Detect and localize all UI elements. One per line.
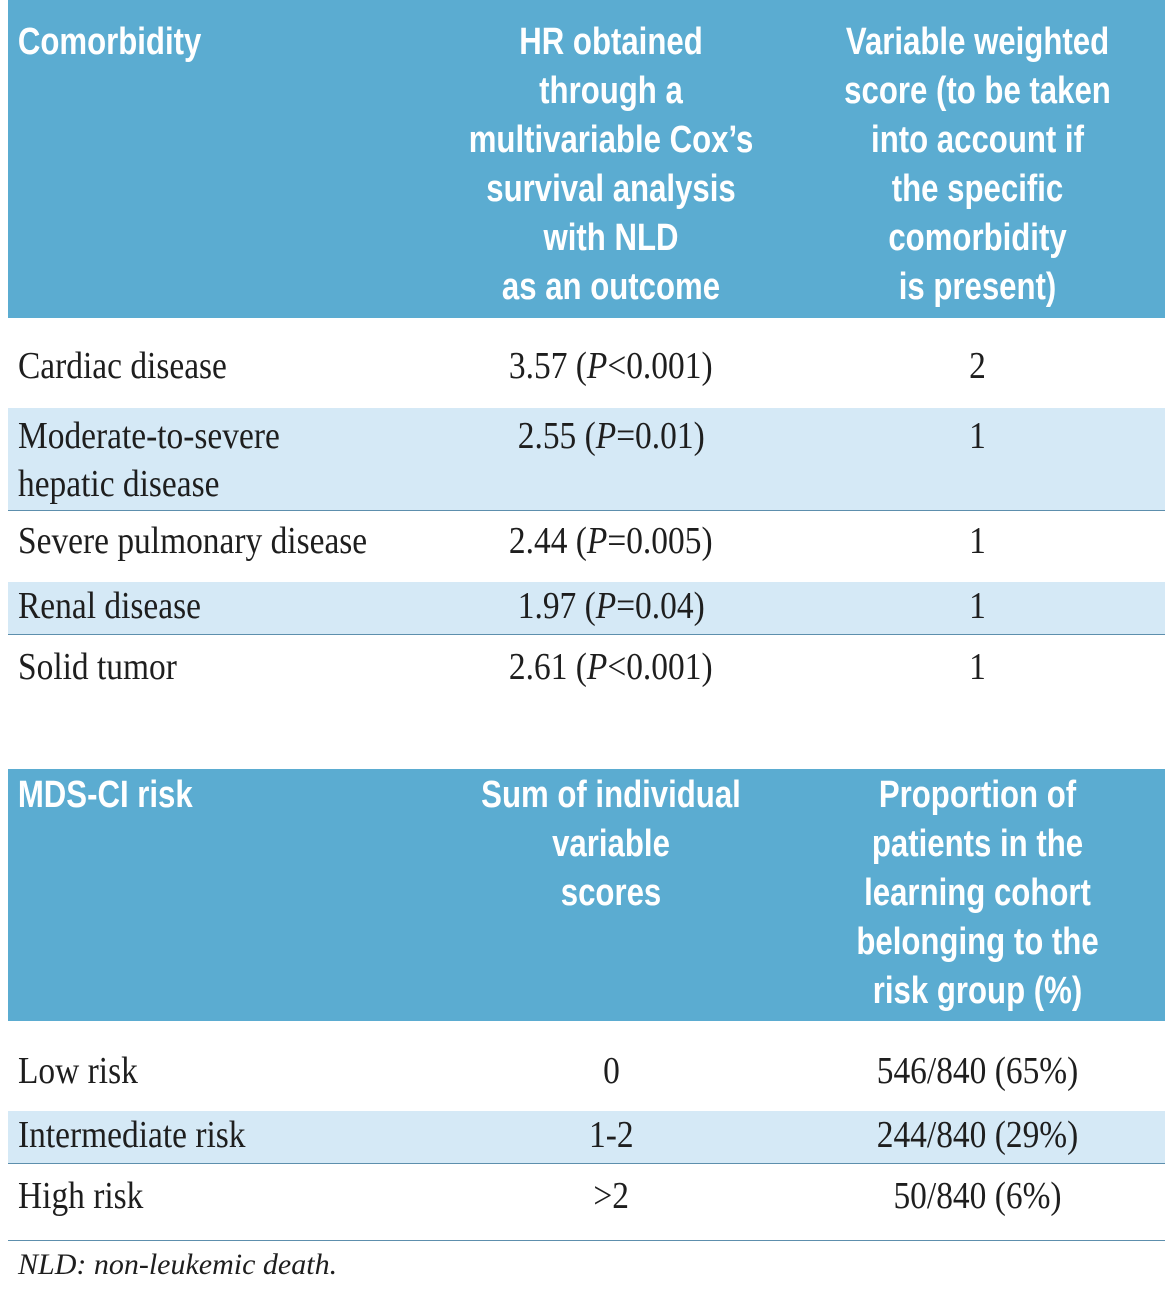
- row-comorbidity-name: Moderate-to-severe hepatic disease: [18, 415, 280, 505]
- table-row: Low risk 0 546/840 (65%): [8, 1021, 1165, 1111]
- mds-ci-risk-table: MDS-CI risk Sum of individual variable s…: [8, 769, 1165, 1239]
- row-comorbidity-name: Cardiac disease: [18, 345, 227, 387]
- table-row: High risk >2 50/840 (6%): [8, 1162, 1165, 1239]
- row-hr-value: 2.55 (P=0.01): [517, 415, 705, 457]
- header-weighted-score: Variable weighted score (to be taken int…: [844, 21, 1111, 308]
- row-hr-value: 2.61 (P<0.001): [509, 645, 713, 688]
- row-sum-value: >2: [593, 1174, 629, 1217]
- row-hr-value: 2.44 (P=0.005): [509, 519, 713, 562]
- table-row: Renal disease 1.97 (P=0.04) 1: [8, 582, 1165, 634]
- row-proportion-value: 50/840 (6%): [893, 1174, 1062, 1217]
- footnote-divider: [8, 1240, 1165, 1241]
- table-row: Cardiac disease 3.57 (P<0.001) 2: [8, 318, 1165, 408]
- table-row: Intermediate risk 1-2 244/840 (29%): [8, 1111, 1165, 1163]
- row-score-value: 1: [969, 519, 986, 562]
- footnote: NLD: non-leukemic death.: [18, 1248, 338, 1281]
- comorbidity-table: Comorbidity HR obtained through a multiv…: [8, 0, 1165, 700]
- table-row: Severe pulmonary disease 2.44 (P=0.005) …: [8, 509, 1165, 582]
- row-comorbidity-name: Renal disease: [18, 585, 201, 627]
- row-hr-value: 3.57 (P<0.001): [509, 345, 713, 387]
- row-risk-name: High risk: [18, 1174, 144, 1217]
- row-sum-value: 0: [602, 1050, 620, 1092]
- row-score-value: 2: [969, 345, 986, 387]
- header-sum-scores: Sum of individual variable scores: [481, 774, 741, 914]
- row-score-value: 1: [969, 585, 986, 627]
- table-row: Moderate-to-severe hepatic disease 2.55 (…: [8, 408, 1165, 510]
- mds-ci-risk-table-header: MDS-CI risk Sum of individual variable s…: [8, 769, 1165, 1021]
- comorbidity-table-header: Comorbidity HR obtained through a multiv…: [8, 0, 1165, 318]
- row-score-value: 1: [969, 645, 986, 688]
- row-proportion-value: 244/840 (29%): [876, 1114, 1079, 1156]
- row-comorbidity-name: Solid tumor: [18, 645, 177, 688]
- row-comorbidity-name: Severe pulmonary disease: [18, 519, 368, 562]
- row-sum-value: 1-2: [588, 1114, 634, 1156]
- header-mds-ci-risk: MDS-CI risk: [17, 774, 193, 816]
- table-row: Solid tumor 2.61 (P<0.001) 1: [8, 633, 1165, 700]
- row-risk-name: Intermediate risk: [18, 1114, 246, 1156]
- header-proportion: Proportion of patients in the learning c…: [856, 774, 1099, 1012]
- header-hr: HR obtained through a multivariable Cox’…: [468, 21, 754, 308]
- row-risk-name: Low risk: [18, 1050, 138, 1092]
- row-score-value: 1: [969, 415, 986, 457]
- header-comorbidity: Comorbidity: [17, 21, 202, 63]
- row-proportion-value: 546/840 (65%): [876, 1050, 1079, 1092]
- row-hr-value: 1.97 (P=0.04): [517, 585, 705, 627]
